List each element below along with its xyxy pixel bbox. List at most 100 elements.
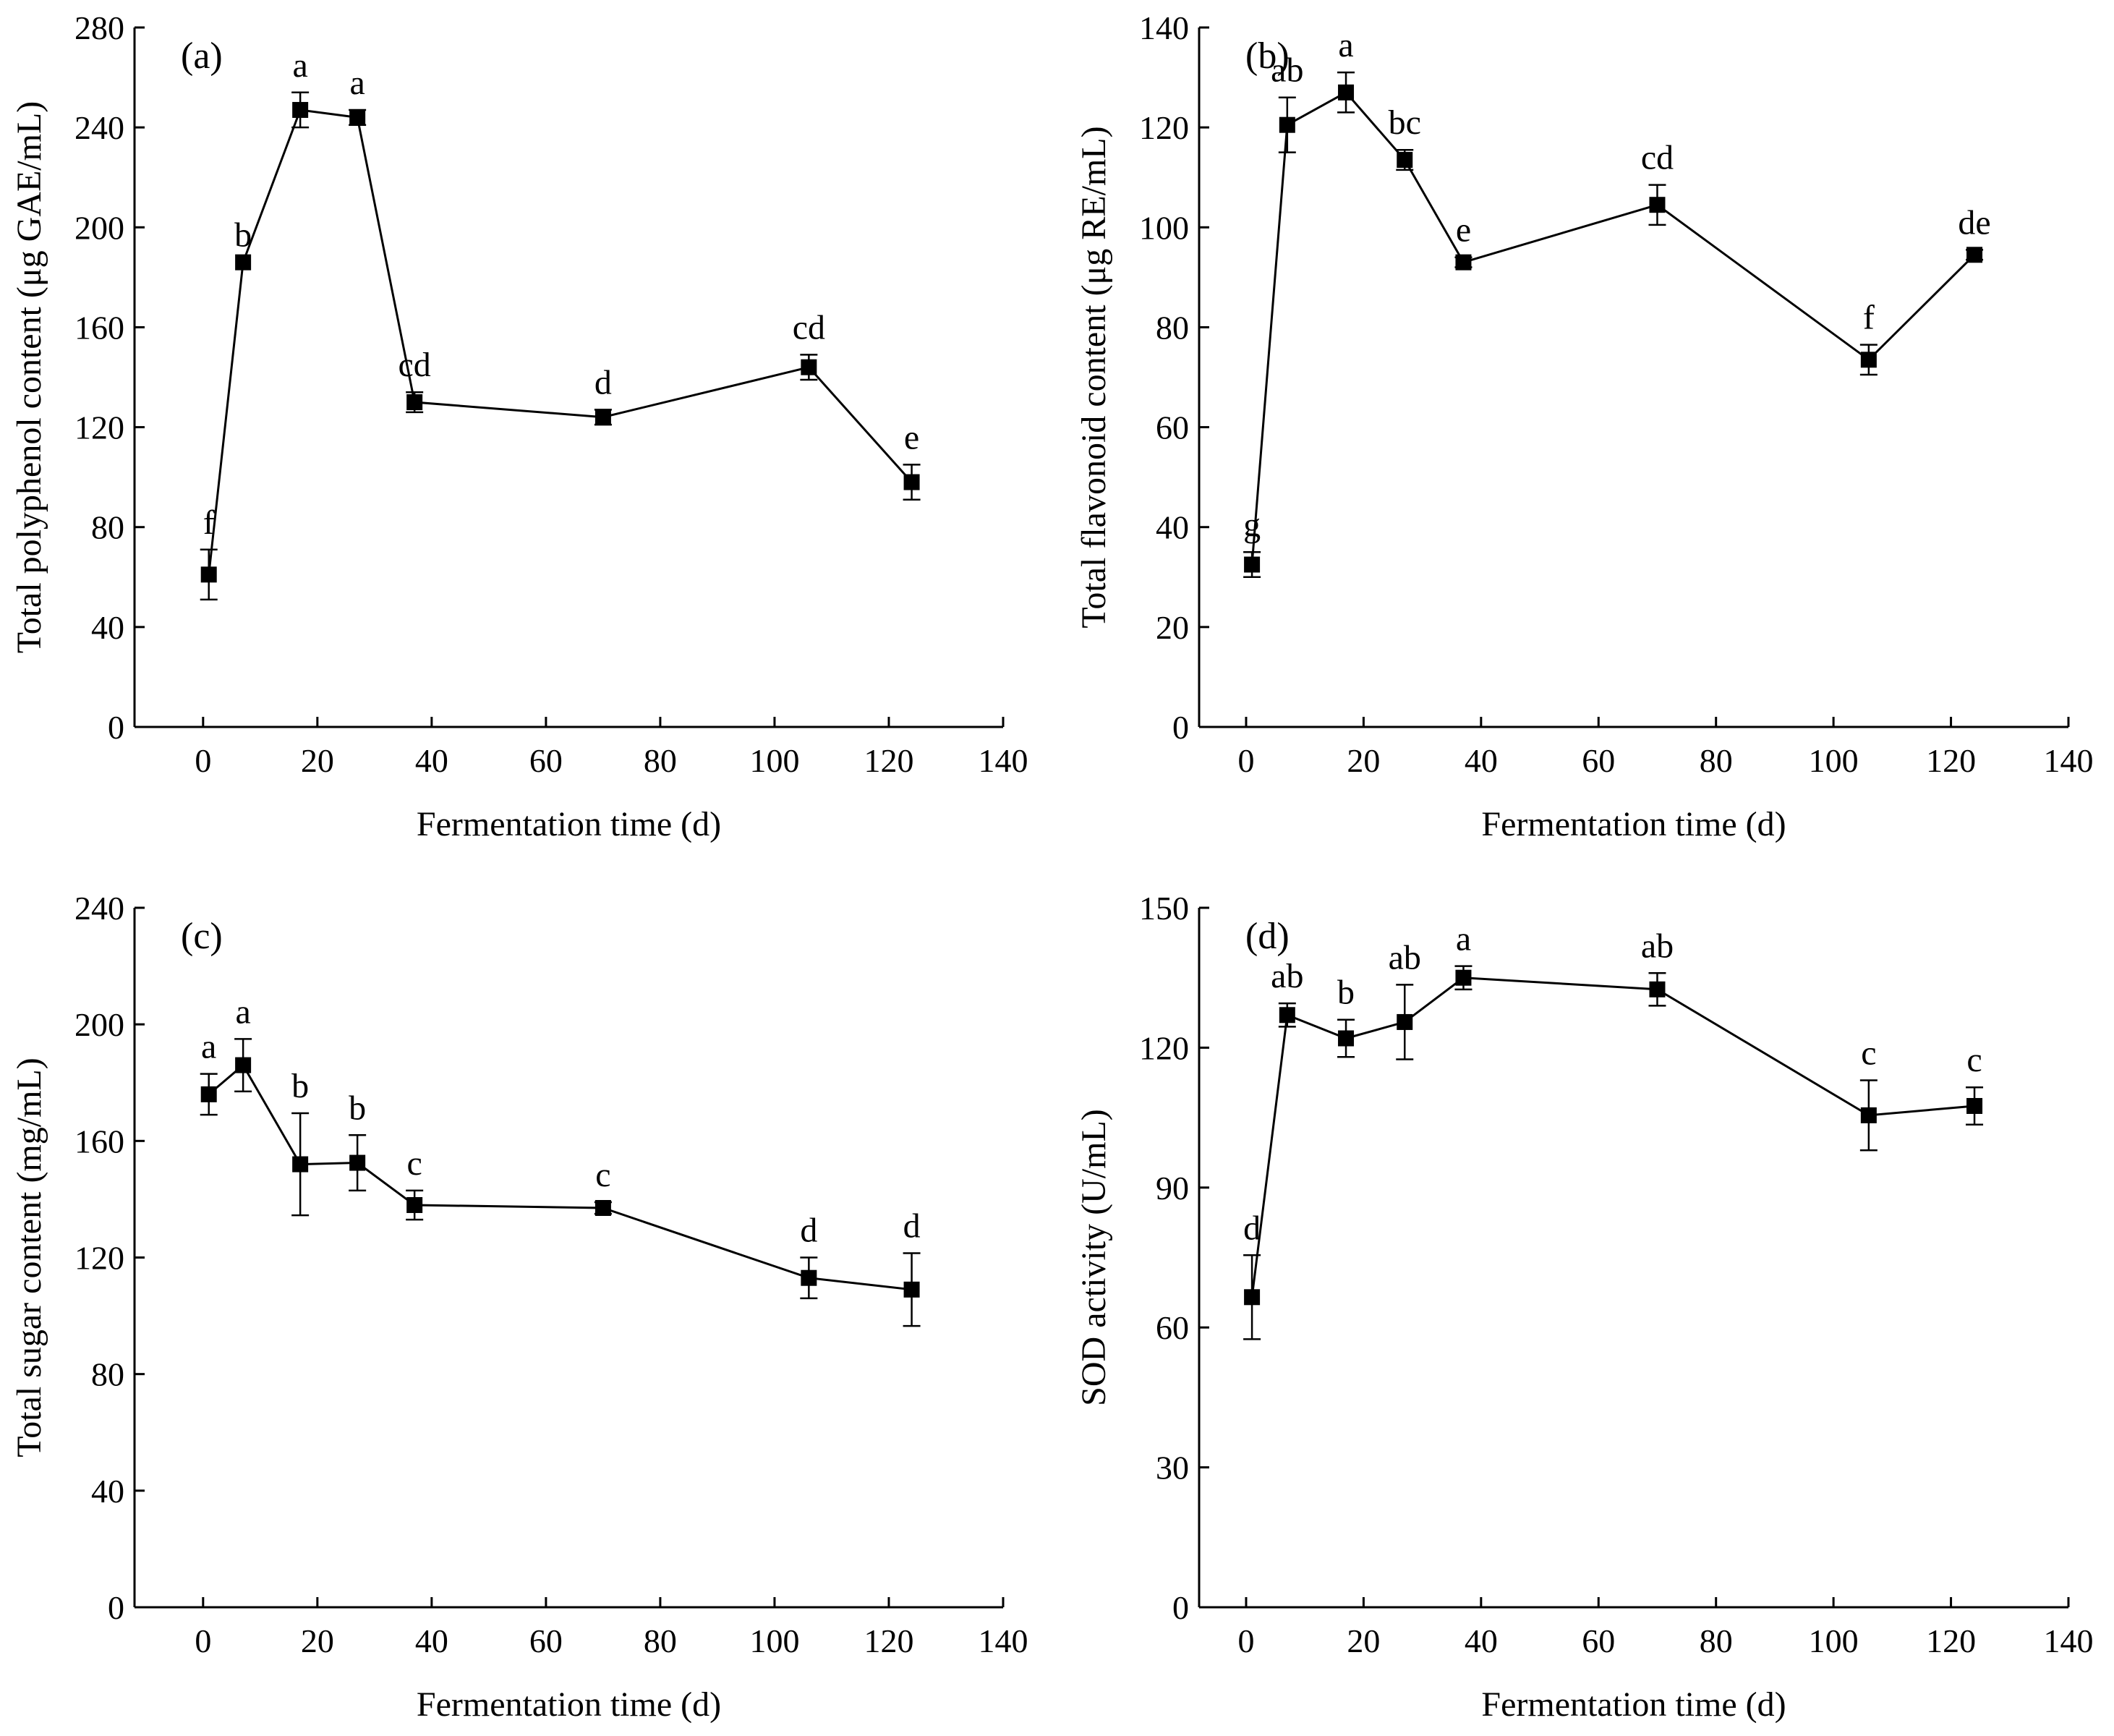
- y-tick-label: 40: [91, 609, 124, 646]
- y-tick-label: 100: [1139, 209, 1189, 246]
- x-tick-label: 80: [1700, 742, 1733, 779]
- significance-label: c: [595, 1156, 610, 1194]
- data-point: [903, 1281, 920, 1298]
- data-point: [1455, 969, 1472, 986]
- significance-label: cd: [1641, 139, 1674, 177]
- significance-label: ab: [1641, 927, 1674, 965]
- y-axis-label: Total flavonoid content (μg RE/mL): [1075, 126, 1113, 628]
- y-tick-label: 40: [1156, 509, 1189, 546]
- significance-label: b: [1337, 974, 1355, 1012]
- significance-label: ab: [1389, 938, 1421, 977]
- data-point: [200, 1086, 217, 1102]
- data-point: [1338, 1030, 1355, 1047]
- x-tick-label: 100: [749, 1622, 799, 1659]
- y-tick-label: 150: [1139, 890, 1189, 927]
- x-tick-label: 100: [1809, 1622, 1859, 1659]
- series-line: [208, 1063, 912, 1291]
- y-tick-label: 120: [74, 409, 124, 446]
- x-axis-label: Fermentation time (d): [417, 805, 721, 843]
- data-point: [1649, 981, 1666, 997]
- x-tick-label: 0: [1237, 742, 1254, 779]
- y-tick-label: 200: [74, 209, 124, 246]
- x-tick-label: 40: [415, 742, 448, 779]
- panel-b: 0 20 40 60 80 100 120 140 0 20 40 60 80 100 120 140 Ferm…: [1075, 9, 2094, 843]
- series-line: [1250, 977, 1975, 1298]
- significance-label: a: [1338, 26, 1353, 64]
- data-point: [1244, 1289, 1261, 1306]
- data-point: [1860, 1107, 1877, 1123]
- series-line: [208, 109, 913, 575]
- significance-label: d: [800, 1212, 817, 1250]
- y-tick-label: 0: [1172, 709, 1189, 746]
- significance-label: f: [203, 503, 215, 542]
- data-point: [200, 566, 217, 583]
- significance-label: ab: [1271, 957, 1303, 995]
- x-tick-label: 140: [979, 1622, 1028, 1659]
- data-point: [406, 1196, 423, 1213]
- x-tick-label: 0: [195, 1622, 211, 1659]
- significance-label: c: [1966, 1041, 1982, 1079]
- data-point: [1279, 1007, 1295, 1024]
- x-tick-label: 20: [301, 1622, 334, 1659]
- data-point: [801, 359, 817, 375]
- y-tick-label: 60: [1156, 1309, 1189, 1346]
- data-point: [349, 109, 366, 126]
- x-tick-label: 40: [1465, 1622, 1498, 1659]
- x-tick-label: 120: [864, 1622, 913, 1659]
- x-tick-label: 80: [1700, 1622, 1733, 1659]
- y-tick-label: 80: [91, 509, 124, 546]
- panel-label: (a): [181, 35, 223, 77]
- data-point: [1966, 1097, 1983, 1114]
- data-point: [235, 254, 252, 271]
- x-tick-label: 120: [1926, 742, 1976, 779]
- y-tick-label: 120: [1139, 109, 1189, 146]
- data-point: [801, 1269, 817, 1286]
- data-point: [594, 409, 611, 425]
- significance-label: b: [291, 1067, 309, 1105]
- x-tick-label: 20: [1347, 1622, 1380, 1659]
- y-tick-label: 20: [1156, 609, 1189, 646]
- y-tick-label: 160: [74, 1123, 124, 1160]
- data-point: [1279, 116, 1295, 133]
- significance-label: a: [201, 1028, 216, 1066]
- data-point: [903, 474, 920, 490]
- data-point: [1338, 84, 1355, 101]
- significance-label: bc: [1389, 103, 1421, 142]
- y-tick-label: 200: [74, 1006, 124, 1043]
- x-tick-label: 0: [1237, 1622, 1254, 1659]
- x-tick-label: 60: [1582, 1622, 1615, 1659]
- data-point: [406, 394, 423, 411]
- x-axis-label: Fermentation time (d): [417, 1685, 721, 1724]
- significance-label: de: [1958, 203, 1990, 242]
- x-tick-label: 120: [864, 742, 913, 779]
- data-point: [235, 1057, 252, 1073]
- significance-label: b: [234, 216, 252, 255]
- significance-label: cd: [793, 308, 825, 346]
- y-axis-label: SOD activity (U/mL): [1075, 1109, 1113, 1406]
- x-axis-label: Fermentation time (d): [1481, 1685, 1786, 1724]
- significance-label: g: [1243, 506, 1261, 544]
- y-tick-label: 0: [108, 1589, 124, 1626]
- x-tick-label: 60: [529, 742, 563, 779]
- significance-label: c: [1861, 1034, 1876, 1073]
- significance-label: e: [1456, 211, 1471, 250]
- significance-label: cd: [398, 346, 431, 384]
- significance-label: c: [407, 1144, 422, 1183]
- x-tick-label: 60: [1582, 742, 1615, 779]
- y-tick-label: 60: [1156, 409, 1189, 446]
- y-tick-label: 90: [1156, 1170, 1189, 1207]
- x-tick-label: 80: [644, 742, 677, 779]
- y-tick-label: 160: [74, 309, 124, 346]
- data-point: [292, 1156, 309, 1173]
- x-tick-label: 60: [529, 1622, 563, 1659]
- data-point: [1860, 352, 1877, 368]
- y-tick-label: 280: [74, 9, 124, 46]
- x-axis-label: Fermentation time (d): [1481, 805, 1786, 843]
- data-point: [349, 1154, 366, 1171]
- y-tick-label: 240: [74, 109, 124, 146]
- y-axis-label: Total polyphenol content (μg GAE/mL): [10, 101, 48, 654]
- data-point: [1244, 556, 1261, 573]
- panel-label: (d): [1245, 916, 1290, 957]
